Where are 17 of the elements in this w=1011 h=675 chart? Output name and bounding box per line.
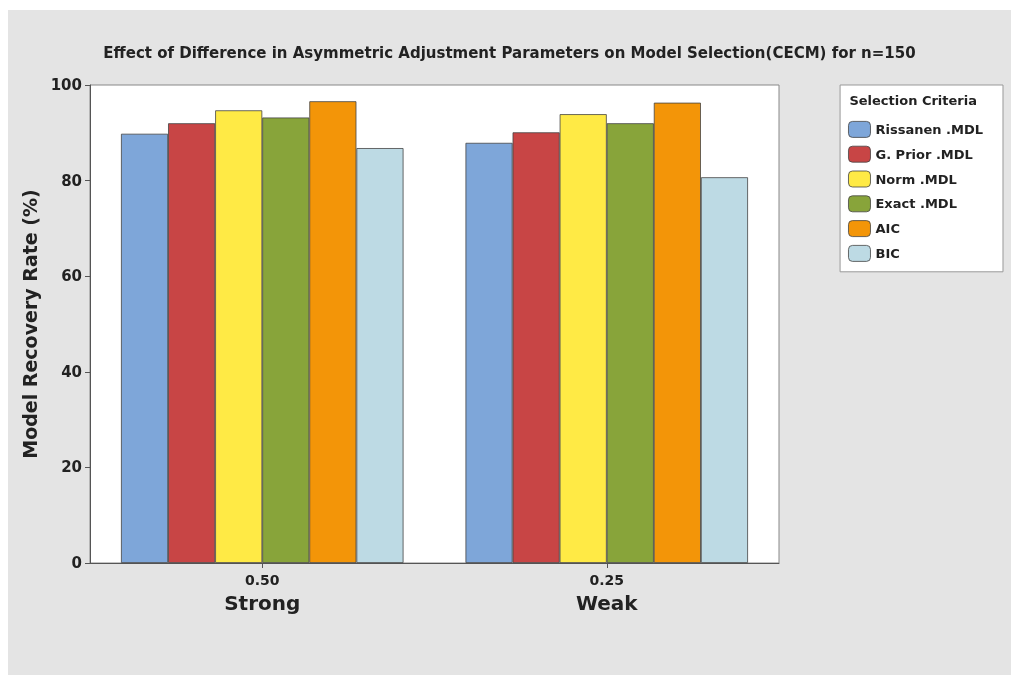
y-tick-label: 80 [61, 171, 82, 190]
legend-label: AIC [875, 221, 900, 237]
legend-label: Norm .MDL [875, 171, 957, 187]
x-tick-label: 0.50 Strong [224, 572, 301, 615]
y-axis-title: Model Recovery Rate (%) [19, 189, 42, 459]
chart-title: Effect of Difference in Asymmetric Adjustment Parameters on Model Selection(CECM) for n=150 [103, 43, 916, 62]
legend-label: G. Prior .MDL [875, 146, 973, 162]
legend-title: Selection Criteria [849, 93, 978, 108]
y-tick-label: 40 [61, 362, 82, 381]
y-tick-label: 0 [71, 554, 82, 572]
y-tick-label: 100 [50, 76, 82, 94]
x-tick-label: 0.25 Weak [575, 572, 639, 615]
y-tick-label: 20 [61, 458, 82, 477]
y-tick-label: 60 [61, 267, 82, 286]
legend-label: Rissanen .MDL [875, 121, 984, 137]
legend-label: BIC [875, 245, 900, 261]
legend-label: Exact .MDL [875, 196, 957, 212]
